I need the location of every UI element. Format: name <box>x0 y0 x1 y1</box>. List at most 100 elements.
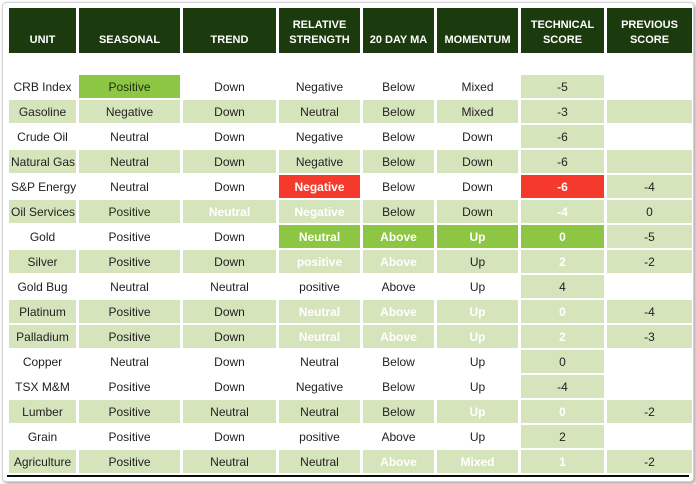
rs-cell: Neutral <box>276 348 363 375</box>
momentum-cell: Up <box>434 223 521 250</box>
table-row: S&P Energy Neutral Down Negative Below Down -6… <box>6 173 693 200</box>
trend-cell: Neutral <box>180 448 279 475</box>
ma-cell: Below <box>360 398 437 425</box>
tech-cell: 0 <box>518 348 607 375</box>
commodity-scores-table: UNIT SEASONAL TREND RELATIVE STRENGTH 20… <box>6 6 693 475</box>
seasonal-cell: Neutral <box>76 273 183 300</box>
momentum-cell: Up <box>434 323 521 350</box>
seasonal-cell: Positive <box>76 248 183 275</box>
prev-cell <box>604 423 693 450</box>
header-row: UNIT SEASONAL TREND RELATIVE STRENGTH 20… <box>6 6 693 55</box>
tech-cell: -3 <box>518 98 607 125</box>
tech-cell: -6 <box>518 148 607 175</box>
trend-cell: Down <box>180 423 279 450</box>
seasonal-cell: Neutral <box>76 148 183 175</box>
col-header-momentum: MOMENTUM <box>434 6 521 55</box>
rs-cell: positive <box>276 273 363 300</box>
rs-cell: Neutral <box>276 98 363 125</box>
col-header-trend: TREND <box>180 6 279 55</box>
ma-cell: Below <box>360 348 437 375</box>
seasonal-cell: Positive <box>76 223 183 250</box>
table-row: Gold Positive Down Neutral Above Up 0 -5 <box>6 223 693 250</box>
seasonal-cell: Positive <box>76 323 183 350</box>
ma-cell: Above <box>360 323 437 350</box>
unit-cell: S&P Energy <box>6 173 79 200</box>
table-row: Copper Neutral Down Neutral Below Up 0 <box>6 348 693 375</box>
tech-cell: 2 <box>518 323 607 350</box>
unit-cell: Gold <box>6 223 79 250</box>
unit-cell: Copper <box>6 348 79 375</box>
momentum-cell: Mixed <box>434 448 521 475</box>
rs-cell: Negative <box>276 173 363 200</box>
prev-cell <box>604 73 693 100</box>
col-header-previous-score: PREVIOUS SCORE <box>604 6 693 55</box>
prev-cell: -5 <box>604 223 693 250</box>
tech-cell: -5 <box>518 73 607 100</box>
momentum-cell: Down <box>434 148 521 175</box>
momentum-cell: Up <box>434 273 521 300</box>
prev-cell <box>604 348 693 375</box>
prev-cell <box>604 273 693 300</box>
momentum-cell: Up <box>434 423 521 450</box>
unit-cell: Lumber <box>6 398 79 425</box>
table-row: Agriculture Positive Neutral Neutral Above Mi… <box>6 448 693 475</box>
ma-cell: Below <box>360 198 437 225</box>
trend-cell: Down <box>180 148 279 175</box>
trend-cell: Down <box>180 248 279 275</box>
unit-cell: CRB Index <box>6 73 79 100</box>
ma-cell: Above <box>360 423 437 450</box>
tech-cell: 2 <box>518 248 607 275</box>
seasonal-cell: Positive <box>76 73 183 100</box>
col-header-seasonal: SEASONAL <box>76 6 183 55</box>
trend-cell: Down <box>180 323 279 350</box>
tech-cell: -4 <box>518 198 607 225</box>
trend-cell: Down <box>180 223 279 250</box>
rs-cell: Negative <box>276 123 363 150</box>
trend-cell: Neutral <box>180 273 279 300</box>
seasonal-cell: Positive <box>76 398 183 425</box>
rs-cell: Neutral <box>276 398 363 425</box>
tech-cell: 1 <box>518 448 607 475</box>
ma-cell: Below <box>360 98 437 125</box>
momentum-cell: Up <box>434 398 521 425</box>
rs-cell: Negative <box>276 73 363 100</box>
tech-cell: -6 <box>518 173 607 200</box>
tech-cell: 0 <box>518 223 607 250</box>
momentum-cell: Mixed <box>434 98 521 125</box>
ma-cell: Below <box>360 173 437 200</box>
prev-cell: -2 <box>604 398 693 425</box>
unit-cell: Natural Gas <box>6 148 79 175</box>
trend-cell: Down <box>180 373 279 400</box>
table-row: Palladium Positive Down Neutral Above Up 2 -3 <box>6 323 693 350</box>
seasonal-cell: Positive <box>76 198 183 225</box>
prev-cell <box>604 148 693 175</box>
momentum-cell: Down <box>434 173 521 200</box>
table-row: CRB Index Positive Down Negative Below Mixed -… <box>6 73 693 100</box>
momentum-cell: Up <box>434 373 521 400</box>
momentum-cell: Down <box>434 123 521 150</box>
prev-cell: -2 <box>604 248 693 275</box>
seasonal-cell: Neutral <box>76 173 183 200</box>
seasonal-cell: Neutral <box>76 123 183 150</box>
prev-cell <box>604 123 693 150</box>
trend-cell: Down <box>180 298 279 325</box>
rs-cell: positive <box>276 248 363 275</box>
tech-cell: 0 <box>518 298 607 325</box>
col-header-technical-score: TECHNICAL SCORE <box>518 6 607 55</box>
unit-cell: Gasoline <box>6 98 79 125</box>
unit-cell: Platinum <box>6 298 79 325</box>
ma-cell: Above <box>360 223 437 250</box>
ma-cell: Below <box>360 373 437 400</box>
momentum-cell: Mixed <box>434 73 521 100</box>
trend-cell: Down <box>180 73 279 100</box>
seasonal-cell: Negative <box>76 98 183 125</box>
unit-cell: Agriculture <box>6 448 79 475</box>
rs-cell: Neutral <box>276 323 363 350</box>
prev-cell <box>604 373 693 400</box>
prev-cell: -2 <box>604 448 693 475</box>
table-row: Oil Services Positive Neutral Negative Below… <box>6 198 693 225</box>
unit-cell: Crude Oil <box>6 123 79 150</box>
unit-cell: Palladium <box>6 323 79 350</box>
ma-cell: Above <box>360 248 437 275</box>
